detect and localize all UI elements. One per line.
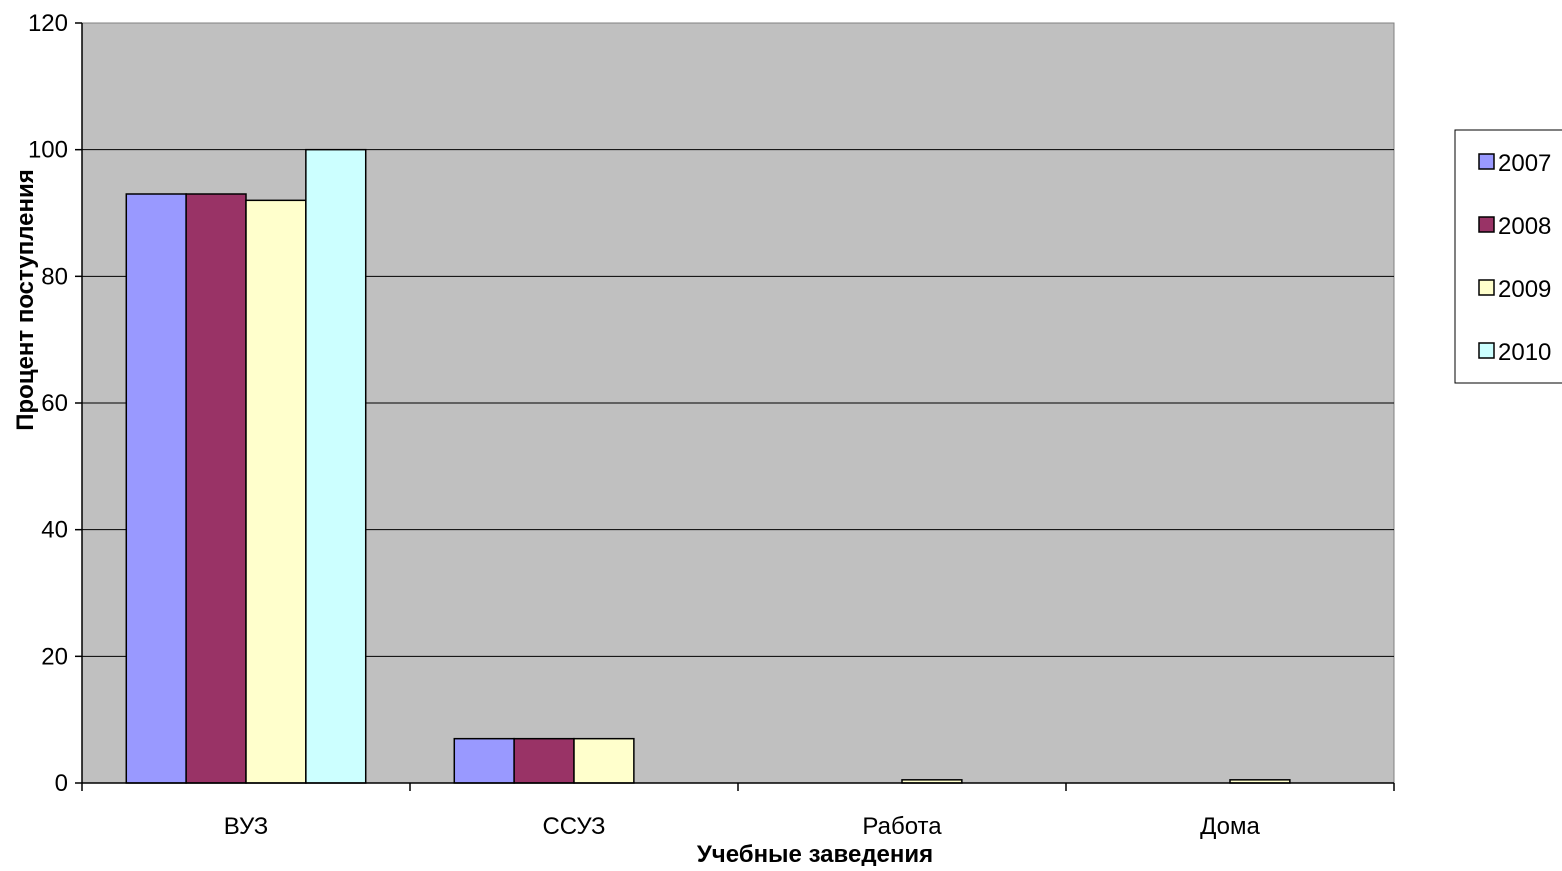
x-tick-labels: ВУЗ ССУЗ Работа Дома <box>224 813 1261 840</box>
y-tick-labels: 0 20 40 60 80 100 120 <box>28 10 68 797</box>
legend-label: 2009 <box>1498 276 1551 303</box>
legend-box <box>1454 129 1562 384</box>
bar-ВУЗ-2007 <box>125 193 187 784</box>
y-tick-label: 80 <box>41 263 68 290</box>
bar-ССУЗ-2008 <box>513 737 575 784</box>
legend-label: 2007 <box>1498 150 1551 177</box>
y-tick-label: 40 <box>41 517 68 544</box>
x-tick-label: Работа <box>862 813 942 840</box>
legend: 2007 2008 2009 2010 <box>1454 129 1562 384</box>
y-tick-label: 0 <box>55 770 68 797</box>
x-axis-title: Учебные заведения <box>697 841 933 866</box>
bar-ССУЗ-2009 <box>573 737 635 784</box>
legend-swatch-2009 <box>1478 279 1495 296</box>
y-tick-label: 120 <box>28 10 68 37</box>
x-tick-label: ВУЗ <box>224 813 268 840</box>
bar-ВУЗ-2010 <box>305 148 367 784</box>
x-tick-label: ССУЗ <box>542 813 605 840</box>
legend-swatch-2010 <box>1478 342 1495 359</box>
bar-ВУЗ-2008 <box>185 193 247 784</box>
bar-ВУЗ-2009 <box>245 199 307 784</box>
y-tick-label: 100 <box>28 137 68 164</box>
bars <box>125 148 1291 784</box>
legend-swatch-2008 <box>1478 216 1495 233</box>
y-axis-title: Процент поступления <box>12 169 39 431</box>
bar-ССУЗ-2007 <box>453 737 515 784</box>
y-tick-label: 20 <box>41 643 68 670</box>
legend-swatch-2007 <box>1478 153 1495 170</box>
legend-label: 2008 <box>1498 213 1551 240</box>
axes <box>75 22 1395 791</box>
legend-label: 2010 <box>1498 339 1551 366</box>
x-tick-label: Дома <box>1200 813 1260 840</box>
y-tick-label: 60 <box>41 390 68 417</box>
